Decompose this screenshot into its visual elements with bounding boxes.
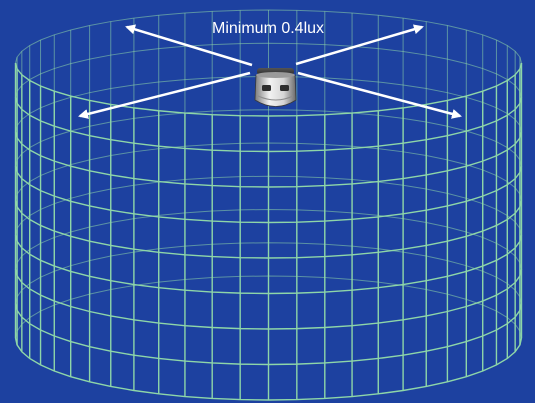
light-sensor-icon	[254, 68, 297, 107]
arrow-upper-left	[125, 24, 253, 67]
coverage-arrows	[78, 24, 462, 119]
minimum-lux-label: Minimum 0.4lux	[212, 20, 325, 37]
cylinder-grid-front	[14, 62, 523, 401]
arrow-upper-right	[295, 24, 424, 66]
arrow-lower-left	[78, 71, 251, 119]
arrow-lower-right	[297, 71, 462, 119]
